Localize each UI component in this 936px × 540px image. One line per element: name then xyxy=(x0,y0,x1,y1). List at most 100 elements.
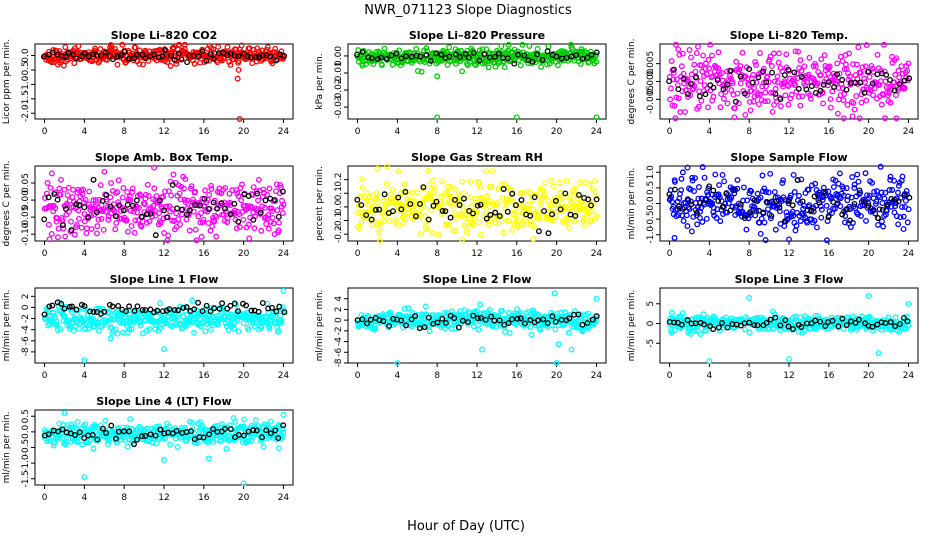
x-tick-label: 8 xyxy=(746,127,752,137)
reference-point xyxy=(200,434,207,441)
reference-point xyxy=(76,202,83,209)
data-point xyxy=(167,441,174,448)
reference-point xyxy=(98,52,105,59)
reference-point xyxy=(101,308,108,315)
data-point xyxy=(381,212,388,219)
reference-point xyxy=(737,201,744,208)
data-point xyxy=(843,185,850,192)
reference-point xyxy=(861,89,868,96)
reference-point xyxy=(106,52,113,59)
reference-point xyxy=(511,60,518,67)
data-point xyxy=(858,213,864,219)
data-point xyxy=(850,100,857,106)
data-point xyxy=(764,73,771,80)
x-tick-label: 4 xyxy=(82,371,88,381)
data-point xyxy=(697,78,704,85)
data-point xyxy=(697,331,704,337)
data-point xyxy=(705,56,712,63)
data-point xyxy=(762,89,769,96)
data-point xyxy=(717,218,724,225)
data-point xyxy=(244,309,250,316)
reference-point xyxy=(248,307,255,314)
data-point xyxy=(167,63,174,69)
data-point xyxy=(731,105,738,112)
reference-point xyxy=(724,81,731,88)
data-point xyxy=(204,196,211,203)
reference-point xyxy=(378,54,384,61)
reference-point xyxy=(751,197,758,204)
data-point xyxy=(273,181,280,188)
reference-point xyxy=(72,432,78,438)
data-point xyxy=(115,177,122,184)
data-point xyxy=(695,43,701,50)
data-point xyxy=(814,80,821,87)
x-tick-label: 4 xyxy=(82,249,88,259)
data-point xyxy=(96,196,103,203)
data-point xyxy=(265,212,272,219)
data-point xyxy=(250,320,257,327)
data-point xyxy=(190,329,197,336)
data-point xyxy=(678,187,685,193)
data-point xyxy=(363,60,370,67)
data-point xyxy=(681,108,688,115)
data-point xyxy=(369,222,376,229)
reference-point xyxy=(210,426,216,432)
reference-point xyxy=(746,66,753,73)
data-point xyxy=(773,98,780,105)
data-point xyxy=(705,191,712,198)
data-point xyxy=(358,219,365,225)
data-point xyxy=(691,61,698,68)
data-point xyxy=(396,47,403,54)
reference-point xyxy=(483,215,490,222)
reference-point xyxy=(857,79,864,86)
reference-point xyxy=(125,55,132,62)
reference-point xyxy=(496,213,503,220)
data-point xyxy=(280,433,286,440)
reference-point xyxy=(534,51,540,58)
data-point xyxy=(202,328,209,335)
data-point xyxy=(892,71,899,78)
data-point xyxy=(689,174,696,181)
y-tick-label: 2 xyxy=(334,307,344,313)
reference-point xyxy=(769,69,776,76)
data-point xyxy=(530,235,537,242)
data-point xyxy=(401,305,408,312)
data-point xyxy=(783,51,790,58)
data-point xyxy=(240,423,247,430)
y-tick-label: 0.5 xyxy=(646,181,656,195)
reference-point xyxy=(755,207,762,214)
data-point xyxy=(232,301,239,308)
data-point xyxy=(561,321,568,328)
data-point xyxy=(96,328,102,334)
reference-point xyxy=(175,50,182,57)
data-point xyxy=(235,328,242,335)
data-point xyxy=(728,87,735,94)
reference-point xyxy=(741,90,748,97)
data-point xyxy=(842,213,849,219)
data-point xyxy=(51,440,58,447)
x-tick-label: 16 xyxy=(823,371,835,381)
reference-point xyxy=(670,66,677,73)
reference-point xyxy=(112,213,119,220)
reference-point xyxy=(359,316,366,323)
reference-point xyxy=(99,425,106,432)
data-point xyxy=(444,189,451,196)
reference-point xyxy=(117,52,124,59)
data-point xyxy=(807,92,813,99)
data-point xyxy=(101,168,108,175)
reference-point xyxy=(887,319,894,326)
reference-point xyxy=(386,322,393,329)
data-point xyxy=(686,206,693,212)
data-point xyxy=(75,207,82,214)
reference-point xyxy=(62,53,69,60)
data-point xyxy=(519,41,526,48)
data-point xyxy=(94,223,101,230)
y-axis-label: degrees C per min. xyxy=(2,161,12,247)
data-point xyxy=(684,223,691,230)
data-point xyxy=(356,225,363,232)
y-tick-label: 0.00 xyxy=(21,190,31,210)
data-point xyxy=(893,55,900,62)
data-point xyxy=(855,44,862,51)
